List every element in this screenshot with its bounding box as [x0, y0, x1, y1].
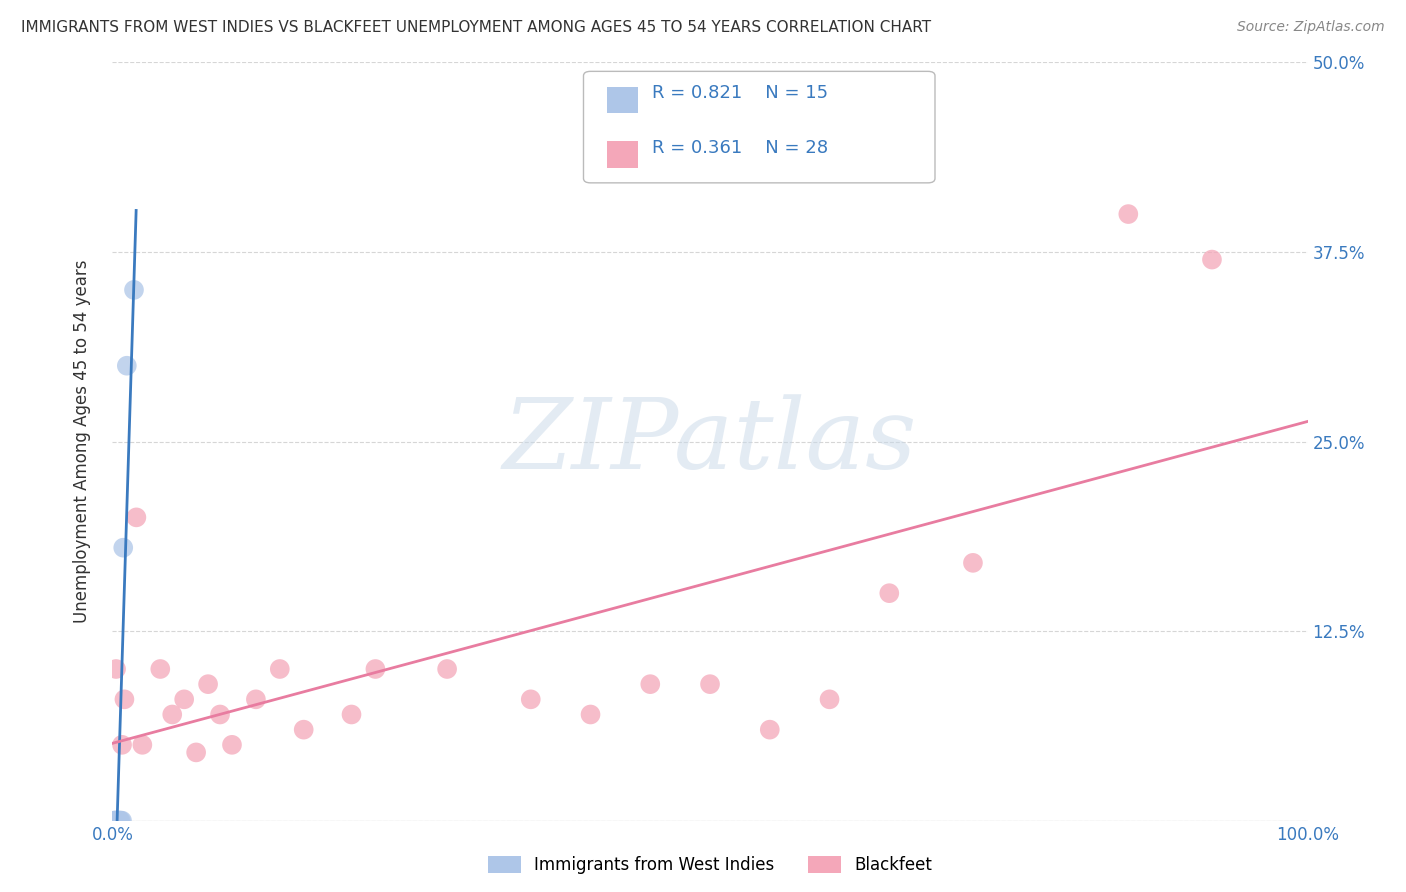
Point [108, 814, 131, 828]
Text: Source: ZipAtlas.com: Source: ZipAtlas.com [1237, 20, 1385, 34]
Point [115, 359, 138, 373]
Point [197, 677, 219, 691]
Point [103, 814, 125, 828]
Point [962, 556, 984, 570]
Point [131, 738, 153, 752]
Point [879, 586, 901, 600]
Point [105, 814, 128, 828]
Point [105, 814, 128, 828]
Point [104, 814, 127, 828]
Point [364, 662, 387, 676]
Point [111, 814, 134, 828]
Point [107, 814, 129, 828]
Point [209, 707, 232, 722]
Point [149, 662, 172, 676]
Point [340, 707, 363, 722]
Point [292, 723, 315, 737]
Point [112, 541, 135, 555]
Point [125, 510, 148, 524]
Point [105, 662, 128, 676]
Point [162, 707, 183, 722]
Point [269, 662, 291, 676]
Point [759, 723, 782, 737]
Point [245, 692, 267, 706]
Text: R = 0.821    N = 15: R = 0.821 N = 15 [652, 84, 828, 103]
Point [104, 814, 127, 828]
Point [520, 692, 543, 706]
Point [108, 814, 131, 828]
Point [1118, 207, 1140, 221]
Text: IMMIGRANTS FROM WEST INDIES VS BLACKFEET UNEMPLOYMENT AMONG AGES 45 TO 54 YEARS : IMMIGRANTS FROM WEST INDIES VS BLACKFEET… [21, 20, 931, 35]
Point [818, 692, 841, 706]
Point [114, 692, 135, 706]
Point [221, 738, 243, 752]
Point [579, 707, 602, 722]
Y-axis label: Unemployment Among Ages 45 to 54 years: Unemployment Among Ages 45 to 54 years [73, 260, 91, 624]
Point [173, 692, 195, 706]
Legend: Immigrants from West Indies, Blackfeet: Immigrants from West Indies, Blackfeet [481, 849, 939, 880]
Point [107, 814, 129, 828]
Text: R = 0.361    N = 28: R = 0.361 N = 28 [652, 138, 828, 157]
Point [699, 677, 721, 691]
Point [105, 814, 128, 828]
Point [111, 738, 134, 752]
Point [110, 814, 132, 828]
Point [640, 677, 662, 691]
Point [186, 746, 208, 760]
Text: ZIPatlas: ZIPatlas [503, 394, 917, 489]
Point [122, 283, 145, 297]
Point [436, 662, 458, 676]
Point [1201, 252, 1223, 267]
